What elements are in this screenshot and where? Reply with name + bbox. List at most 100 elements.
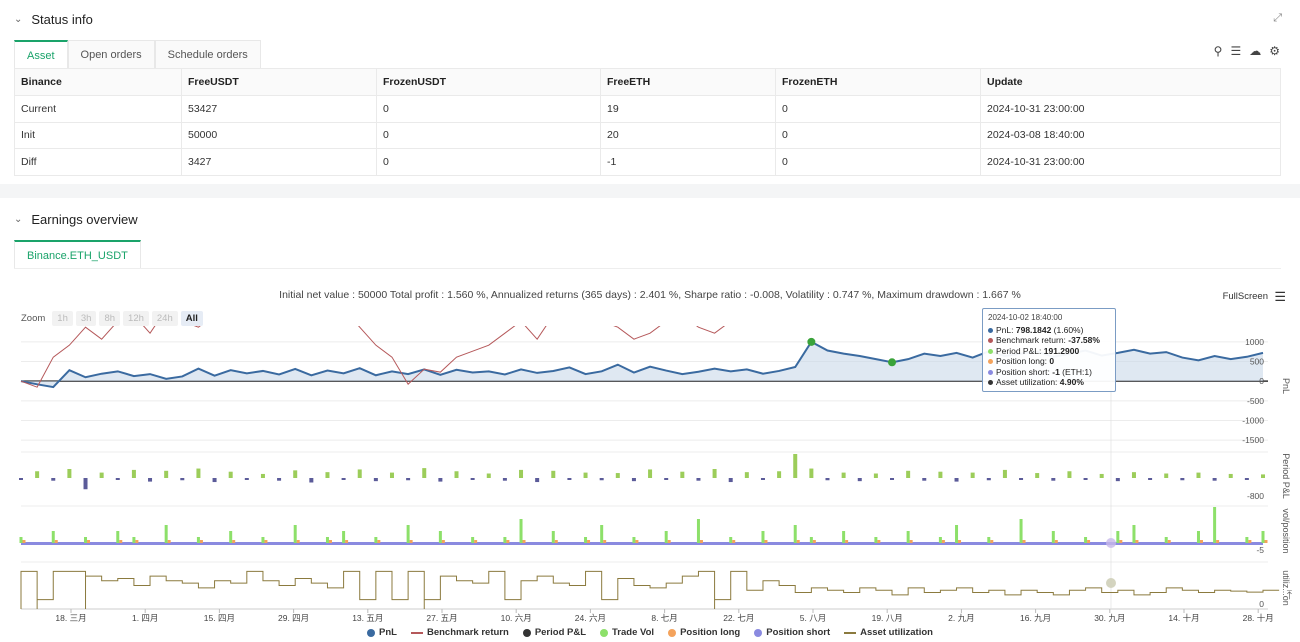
cell: 0	[376, 148, 601, 176]
y-axis-title: PnL	[1281, 378, 1291, 394]
x-tick-label: 5. 八月	[800, 613, 826, 623]
earnings-overview-header[interactable]: ⌄ Earnings overview	[0, 200, 1300, 238]
table-row: Init 50000 0 20 0 2024-03-08 18:40:00	[14, 121, 1281, 149]
x-tick-label: 28. 十月	[1243, 613, 1274, 623]
legend-swatch	[367, 628, 376, 637]
zoom-8h-button[interactable]: 8h	[99, 311, 121, 326]
period-pl-bar	[35, 471, 40, 478]
y-tick-label: -5	[1256, 545, 1264, 555]
zoom-controls: Zoom 1h 3h 8h 12h 24h All	[21, 311, 203, 326]
period-pl-bar	[19, 478, 23, 480]
trade-vol-bar	[987, 537, 991, 543]
trade-vol-bar	[1196, 531, 1200, 543]
chevron-down-icon[interactable]: ⌄	[14, 213, 23, 225]
search-icon[interactable]: ⚲	[1213, 44, 1223, 58]
position-long-bar	[1264, 540, 1268, 543]
position-long-bar	[1199, 540, 1203, 543]
position-long-bar	[22, 540, 26, 543]
period-pl-bar	[744, 472, 749, 478]
chevron-down-icon[interactable]: ⌄	[14, 13, 23, 25]
period-pl-bar	[357, 469, 362, 478]
benchmark-line	[20, 326, 726, 388]
menu-icon[interactable]: ☰	[1274, 289, 1286, 304]
tab-schedule-orders[interactable]: Schedule orders	[154, 40, 261, 68]
y-axis-title: utiliz...on	[1281, 570, 1291, 606]
trade-vol-bar	[584, 537, 588, 543]
x-tick-label: 29. 四月	[278, 613, 309, 623]
position-long-bar	[1054, 540, 1058, 543]
position-long-bar	[199, 540, 203, 543]
period-pl-bar	[1035, 473, 1040, 478]
legend-item[interactable]: Trade Vol	[600, 627, 654, 638]
period-pl-bar	[890, 478, 895, 480]
period-pl-bar	[873, 473, 878, 478]
list-icon[interactable]: ☰	[1230, 44, 1242, 58]
trade-vol-bar	[1132, 525, 1136, 543]
collapse-icon[interactable]: ⤢	[1273, 12, 1282, 24]
trade-vol-bar	[1116, 531, 1120, 543]
tab-binance-eth-usdt[interactable]: Binance.ETH_USDT	[14, 240, 141, 268]
status-info-header[interactable]: ⌄ Status info	[0, 0, 1300, 38]
cloud-download-icon[interactable]: ☁	[1249, 44, 1262, 58]
tooltip-position-short: Position short: -1 (ETH:1)	[988, 367, 1110, 378]
pnl-hover-marker	[888, 358, 897, 367]
position-long-bar	[909, 540, 913, 543]
period-pl-bar	[696, 478, 701, 481]
zoom-12h-button[interactable]: 12h	[123, 311, 149, 326]
zoom-3h-button[interactable]: 3h	[75, 311, 97, 326]
earnings-tabs: Binance.ETH_USDT	[14, 240, 141, 268]
position-long-bar	[812, 540, 816, 543]
period-pl-bar	[938, 471, 943, 478]
legend-item[interactable]: Period P&L	[522, 627, 586, 638]
trade-vol-bar	[196, 537, 200, 543]
period-pl-bar	[244, 478, 249, 480]
position-long-bar	[345, 540, 349, 543]
position-long-bar	[1216, 540, 1220, 543]
table-row: Current 53427 0 19 0 2024-10-31 23:00:00	[14, 95, 1281, 123]
trade-vol-bar	[51, 531, 55, 543]
period-pl-bar	[115, 478, 120, 480]
trade-vol-bar	[19, 537, 23, 543]
period-pl-bar	[51, 478, 56, 481]
position-long-bar	[877, 540, 881, 543]
period-pl-bar	[1131, 472, 1136, 478]
period-pl-bar	[99, 472, 104, 478]
trade-vol-bar	[600, 525, 604, 543]
cell: 50000	[181, 121, 377, 149]
gear-icon[interactable]: ⚙	[1269, 44, 1280, 58]
legend-item[interactable]: PnL	[367, 627, 397, 638]
trade-vol-bar	[406, 525, 410, 543]
zoom-24h-button[interactable]: 24h	[151, 311, 178, 326]
legend-item[interactable]: Position short	[754, 627, 830, 638]
legend-swatch	[754, 628, 763, 637]
x-tick-label: 19. 八月	[872, 613, 903, 623]
x-tick-label: 1. 四月	[132, 613, 158, 623]
x-tick-label: 24. 六月	[575, 613, 606, 623]
zoom-all-button[interactable]: All	[180, 311, 203, 326]
position-long-bar	[845, 540, 849, 543]
legend-item[interactable]: Benchmark return	[410, 627, 509, 638]
fullscreen-button[interactable]: FullScreen	[1222, 291, 1268, 302]
legend-item[interactable]: Position long	[668, 627, 740, 638]
position-long-bar	[732, 540, 736, 543]
period-pl-bar	[857, 478, 862, 482]
cell: 2024-10-31 23:00:00	[980, 95, 1281, 123]
period-pl-bar	[502, 478, 507, 481]
period-pl-bar	[712, 469, 717, 478]
trade-vol-bar	[1213, 507, 1217, 543]
tab-asset[interactable]: Asset	[14, 40, 68, 68]
period-pl-bar	[535, 478, 540, 483]
trade-vol-bar	[471, 537, 475, 543]
x-tick-label: 15. 四月	[204, 613, 235, 623]
scroll-top-icon[interactable]: ⤒	[1286, 588, 1292, 602]
legend-item[interactable]: Asset utilization	[844, 627, 933, 638]
y-tick-label: 0	[1259, 599, 1264, 609]
tab-open-orders[interactable]: Open orders	[67, 40, 155, 68]
trade-vol-bar	[842, 531, 846, 543]
period-pl-bar	[1164, 473, 1169, 478]
period-pl-bar	[906, 470, 911, 478]
period-pl-bar	[583, 472, 588, 478]
zoom-1h-button[interactable]: 1h	[52, 311, 73, 326]
legend-label: Asset utilization	[860, 627, 933, 638]
position-long-bar	[232, 540, 236, 543]
